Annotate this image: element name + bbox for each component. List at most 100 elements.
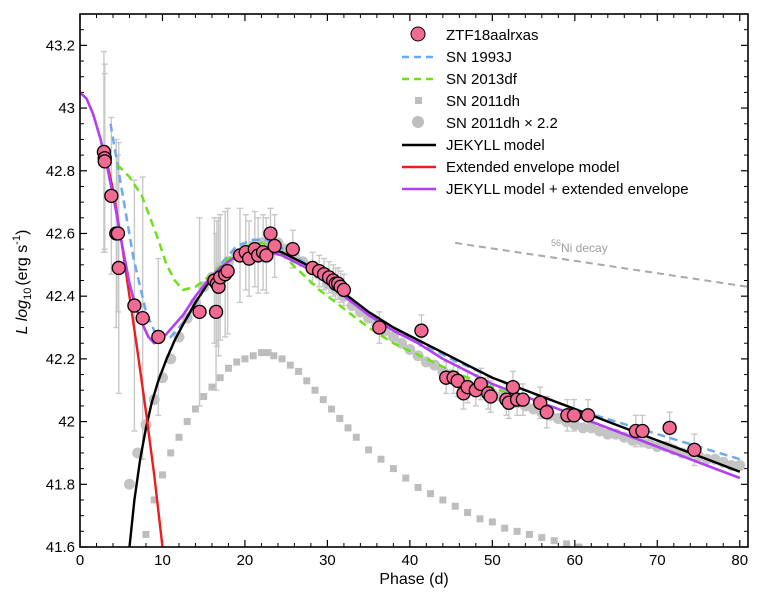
sn2011dh-point <box>501 524 509 532</box>
sn2011dh-point <box>270 352 278 360</box>
x-tick-label: 10 <box>154 552 171 569</box>
legend-envelope-label: Extended envelope model <box>446 159 619 176</box>
sn2011dh-point <box>278 355 286 363</box>
y-axis-label-subscript: 10 <box>22 288 34 300</box>
ztf-point <box>104 188 119 203</box>
sn2011dh-scaled-point <box>594 425 606 437</box>
sn2013df-line <box>116 163 518 398</box>
legend-sn2011dh-scaled-marker <box>412 116 424 128</box>
axes-ticks <box>79 13 748 548</box>
sn2011dh-point <box>550 537 558 545</box>
y-tick-label: 41.6 <box>46 539 75 556</box>
legend-jekyll-env-label: JEKYLL model + extended envelope <box>446 181 689 198</box>
ztf-point <box>97 154 112 169</box>
sn2011dh-point <box>600 550 607 557</box>
sn2011dh-point <box>286 361 294 369</box>
sn2011dh-point <box>249 352 257 360</box>
sn2011dh-point <box>724 581 731 588</box>
ztf-point <box>220 263 235 279</box>
y-axis-label-close: ) <box>14 230 31 235</box>
y-tick-label: 42.2 <box>46 351 75 368</box>
ztf-point <box>566 408 582 423</box>
legend-sn2013df-label: SN 2013df <box>446 71 518 88</box>
ni-decay-text: Ni decay <box>561 241 608 255</box>
sn2011dh-point <box>303 377 311 385</box>
sn2011dh-scaled-point <box>387 331 399 343</box>
ztf-point <box>267 238 282 254</box>
x-tick-label: 40 <box>402 552 419 569</box>
sn2011dh-point <box>142 530 150 538</box>
y-axis-label: L log10 (erg s-1) <box>11 230 34 335</box>
ztf-point <box>635 423 650 439</box>
ni-decay-annotation: 56Ni decay <box>551 238 608 255</box>
sn2011dh-point <box>200 393 208 401</box>
ztf-point <box>687 442 702 457</box>
sn2011dh-point <box>150 496 158 504</box>
sn2011dh-point <box>241 355 249 363</box>
sn2011dh-scaled-point <box>404 343 416 355</box>
sn2011dh-point <box>414 483 422 491</box>
ztf-point <box>111 260 126 276</box>
sn2011dh-point <box>183 418 191 426</box>
sn2011dh-point <box>402 474 410 482</box>
sn2011dh-scaled-point <box>123 478 135 490</box>
legend-ztf-label: ZTF18aalrxas <box>446 27 539 44</box>
sn2011dh-point <box>674 569 681 576</box>
legend-sn2011dh-label: SN 2011dh <box>446 93 520 110</box>
sn2011dh-point <box>167 449 175 457</box>
y-axis-label-superscript: -1 <box>11 235 23 245</box>
sn2011dh-point <box>377 455 385 463</box>
legend-ztf-marker <box>410 26 426 42</box>
sn2011dh-point <box>563 540 571 547</box>
sn2011dh-point <box>439 496 447 504</box>
ni-decay-line <box>455 241 748 288</box>
x-tick-label: 30 <box>319 552 336 569</box>
sn2011dh-point <box>525 530 533 538</box>
sn2011dh-point <box>513 527 521 535</box>
sn2011dh-point <box>311 386 319 394</box>
sn2011dh-point <box>476 515 484 523</box>
x-tick-label: 80 <box>731 552 748 569</box>
sn2011dh-point <box>344 424 352 432</box>
sn2011dh-point <box>426 490 434 498</box>
sn2011dh-point <box>625 556 632 563</box>
sn2011dh-point <box>233 358 241 366</box>
x-tick-label: 70 <box>649 552 666 569</box>
ztf-point <box>127 298 142 313</box>
y-tick-label: 43 <box>58 100 75 117</box>
sn2011dh-point <box>365 446 373 454</box>
sn2011dh-point <box>451 502 459 510</box>
ztf-point <box>110 226 126 241</box>
sn2011dh-point <box>175 433 183 441</box>
y-tick-label: 42.8 <box>46 163 75 180</box>
ztf-point <box>151 329 166 345</box>
sn2011dh-point <box>637 559 644 566</box>
y-tick-label: 41.8 <box>46 476 75 493</box>
ztf-point <box>539 405 554 420</box>
ztf-point <box>662 420 677 436</box>
sn2011dh-point <box>575 543 583 547</box>
sn2011dh-point <box>712 578 719 585</box>
legend-sn2011dh-marker <box>415 97 422 104</box>
ztf-point <box>135 310 150 326</box>
legend: ZTF18aalrxas SN 1993J SN 2013df SN 2011d… <box>402 26 689 198</box>
sn2011dh-point <box>687 572 694 579</box>
y-tick-label: 42 <box>58 414 75 431</box>
x-axis-label: Phase (d) <box>379 571 448 588</box>
sn2011dh-point <box>319 396 327 404</box>
ztf-point <box>336 282 352 298</box>
sn2011dh-scaled-point <box>602 428 614 440</box>
sn2011dh-point <box>257 349 265 357</box>
legend-sn1993j-label: SN 1993J <box>446 49 512 66</box>
ztf-point <box>580 408 596 423</box>
y-axis-label-main: L log <box>14 300 31 335</box>
plot-area <box>80 50 748 588</box>
sn2011dh-point <box>216 374 224 382</box>
ni-decay-superscript: 56 <box>551 238 561 248</box>
ztf-point <box>259 248 274 263</box>
ztf-point <box>285 241 300 257</box>
ztf-point <box>263 226 278 241</box>
sn2011dh-scaled-point <box>734 459 746 471</box>
sn2011dh-point <box>191 405 199 413</box>
